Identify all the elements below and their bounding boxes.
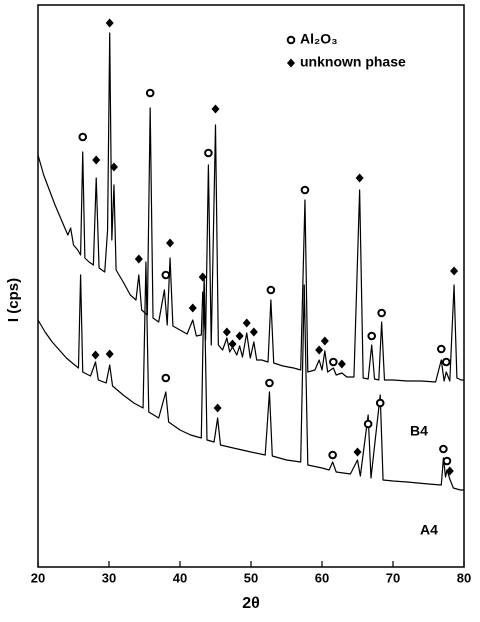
peak-marker [337, 359, 346, 369]
peak-marker [78, 132, 88, 142]
x-tick-label: 20 [31, 570, 45, 585]
peak-marker [377, 308, 386, 318]
x-axis-label: 2θ [242, 595, 260, 612]
legend-label: Al₂O₃ [300, 31, 338, 47]
peak-marker [213, 403, 222, 413]
x-tick-label: 40 [173, 570, 187, 585]
peak-marker [441, 357, 451, 367]
peak-marker [222, 327, 231, 337]
trace [37, 32, 464, 383]
peak-marker [161, 373, 171, 383]
peak-marker [242, 318, 251, 328]
peak-marker [363, 419, 373, 429]
x-tick-label: 60 [315, 570, 329, 585]
peak-marker [328, 450, 337, 460]
peak-marker [92, 155, 101, 165]
peak-marker [105, 18, 114, 28]
peak-marker [161, 270, 171, 280]
trace-label: B4 [410, 423, 428, 439]
peak-marker [166, 238, 175, 248]
peak-marker [329, 357, 338, 367]
peak-marker [450, 266, 459, 276]
trace [37, 261, 464, 491]
peak-marker [375, 398, 385, 408]
peak-marker [109, 162, 118, 172]
peak-marker [439, 444, 448, 454]
peak-marker [442, 456, 452, 466]
peak-marker [445, 466, 454, 476]
x-tick-label: 70 [386, 570, 400, 585]
x-tick-label: 80 [457, 570, 471, 585]
x-tick-label: 50 [244, 570, 258, 585]
legend-label: unknown phase [300, 54, 406, 70]
peak-marker [367, 331, 377, 341]
y-axis-label: I (cps) [5, 278, 22, 322]
peak-marker [300, 185, 310, 195]
peak-marker [249, 327, 258, 337]
peak-marker [265, 378, 274, 388]
peak-marker [353, 447, 362, 457]
x-tick-label: 30 [102, 570, 116, 585]
peak-marker [211, 104, 220, 114]
peak-marker [228, 339, 237, 349]
peak-marker [266, 285, 276, 295]
peak-marker [355, 173, 364, 183]
plot-frame [37, 4, 465, 568]
peak-marker [315, 345, 324, 355]
peak-marker [320, 336, 329, 346]
peak-marker [235, 331, 244, 341]
legend-symbol [286, 35, 296, 45]
peak-marker [134, 254, 143, 264]
peak-marker [436, 344, 446, 354]
peak-marker [91, 350, 100, 360]
peak-marker [105, 349, 114, 359]
legend-symbol [287, 58, 295, 68]
peak-marker [204, 148, 213, 158]
peak-marker [188, 303, 197, 313]
peak-marker [145, 88, 155, 98]
trace-label: A4 [420, 522, 438, 538]
peak-marker [198, 272, 207, 282]
